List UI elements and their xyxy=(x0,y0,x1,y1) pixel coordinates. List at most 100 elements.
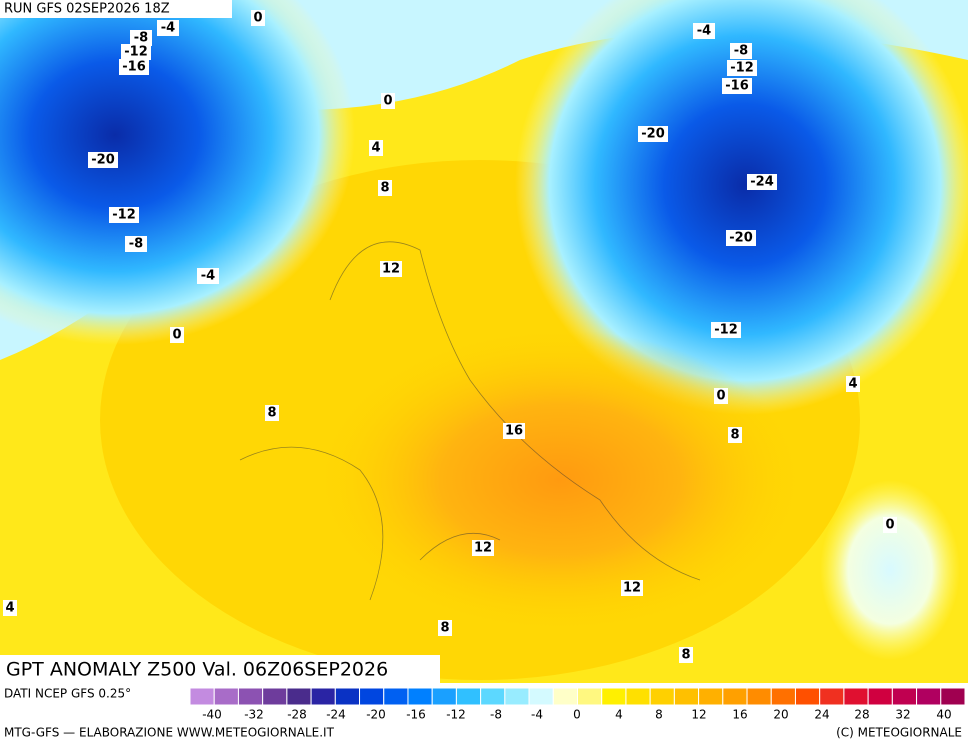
legend-label: -24 xyxy=(326,708,346,722)
legend-swatch xyxy=(819,687,845,706)
contour-label: -8 xyxy=(134,31,148,46)
label-box xyxy=(378,180,392,196)
contour-label: -4 xyxy=(697,24,711,39)
label-box xyxy=(638,126,668,142)
label-box xyxy=(88,152,118,168)
copyright: (C) METEOGIORNALE xyxy=(836,726,962,740)
legend-label: 40 xyxy=(936,708,951,722)
legend-swatch xyxy=(431,687,457,706)
run-title: RUN GFS 02SEP2026 18Z xyxy=(4,2,170,17)
contour-label: 0 xyxy=(253,11,262,26)
label-box xyxy=(125,236,147,252)
legend-swatch xyxy=(189,687,215,706)
label-box xyxy=(130,30,152,46)
label-box xyxy=(846,376,860,392)
contour-label: 4 xyxy=(371,141,380,156)
legend-swatch xyxy=(940,687,966,706)
label-box xyxy=(381,93,395,109)
label-box xyxy=(693,23,715,39)
contour-label: -16 xyxy=(122,60,146,75)
contour-label: -20 xyxy=(91,153,115,168)
contour-label: 4 xyxy=(848,377,857,392)
legend-swatch xyxy=(359,687,385,706)
contour-label: -20 xyxy=(641,127,665,142)
legend-swatch xyxy=(649,687,675,706)
label-box xyxy=(251,10,265,26)
legend-swatch xyxy=(528,687,554,706)
legend-label: -12 xyxy=(446,708,466,722)
legend-label: -32 xyxy=(244,708,264,722)
map-title: GPT ANOMALY Z500 Val. 06Z06SEP2026 xyxy=(6,659,388,681)
legend-label: 0 xyxy=(573,708,581,722)
contour-label: -12 xyxy=(124,45,148,60)
contour-label: 12 xyxy=(382,262,400,277)
legend-label: -40 xyxy=(202,708,222,722)
legend-label: -20 xyxy=(366,708,386,722)
legend-label: 20 xyxy=(773,708,788,722)
label-box xyxy=(727,60,757,76)
label-box xyxy=(369,140,383,156)
header-box xyxy=(0,0,232,18)
label-box xyxy=(714,388,728,404)
label-box xyxy=(121,44,151,60)
label-box xyxy=(3,600,17,616)
label-box xyxy=(119,59,149,75)
contour-label: 12 xyxy=(474,541,492,556)
legend-swatch xyxy=(794,687,821,706)
legend-swatch xyxy=(407,687,433,706)
legend-label: -28 xyxy=(287,708,307,722)
legend-swatch xyxy=(891,687,918,706)
label-box xyxy=(747,174,777,190)
label-box xyxy=(157,20,179,36)
label-box xyxy=(730,43,752,59)
label-box xyxy=(503,423,525,439)
title-box xyxy=(0,655,440,683)
contour-labels: -40-8-12-16-20-12-8-40048128161212884-4-… xyxy=(3,10,897,663)
contour-label: -20 xyxy=(729,231,753,246)
legend-swatch xyxy=(722,687,748,706)
legend-label: -8 xyxy=(490,708,502,722)
label-box xyxy=(726,230,756,246)
contour-label: -24 xyxy=(750,175,774,190)
legend-swatch xyxy=(601,687,627,706)
color-legend: -40 -32 -28 -24 -20 -16 -12 -8 -4 0 4 8 12 16 20 24 28 32… xyxy=(189,687,966,722)
contour-label: 8 xyxy=(440,621,449,636)
legend-label: 8 xyxy=(655,708,663,722)
label-box xyxy=(197,268,219,284)
legend-swatch xyxy=(843,687,869,706)
legend-label: 12 xyxy=(691,708,706,722)
label-box xyxy=(438,620,452,636)
contour-label: 8 xyxy=(730,428,739,443)
legend-swatch xyxy=(746,687,772,706)
legend-swatch xyxy=(455,687,482,706)
label-box xyxy=(679,647,693,663)
contour-label: 12 xyxy=(623,581,641,596)
legend-label: 4 xyxy=(615,708,623,722)
legend-label: -16 xyxy=(406,708,426,722)
legend-label: 16 xyxy=(732,708,747,722)
contour-label: -8 xyxy=(734,44,748,59)
legend-swatch xyxy=(504,687,530,706)
label-box xyxy=(728,427,742,443)
label-box xyxy=(711,322,741,338)
legend-swatch xyxy=(213,687,239,706)
legend-label: 32 xyxy=(895,708,910,722)
legend-swatch xyxy=(237,687,264,706)
contour-label: -4 xyxy=(161,21,175,36)
legend-swatch xyxy=(916,687,942,706)
contour-label: 0 xyxy=(885,518,894,533)
source: DATI NCEP GFS 0.25° xyxy=(4,687,131,701)
legend-swatch xyxy=(286,687,312,706)
contour-label: -12 xyxy=(714,323,738,338)
legend-label: 28 xyxy=(854,708,869,722)
contour-label: -12 xyxy=(112,208,136,223)
contour-label: -12 xyxy=(730,61,754,76)
legend-swatch xyxy=(673,687,700,706)
legend-swatch xyxy=(698,687,724,706)
legend-swatch xyxy=(480,687,506,706)
legend-swatch xyxy=(310,687,336,706)
label-box xyxy=(170,327,184,343)
legend-swatch xyxy=(867,687,893,706)
